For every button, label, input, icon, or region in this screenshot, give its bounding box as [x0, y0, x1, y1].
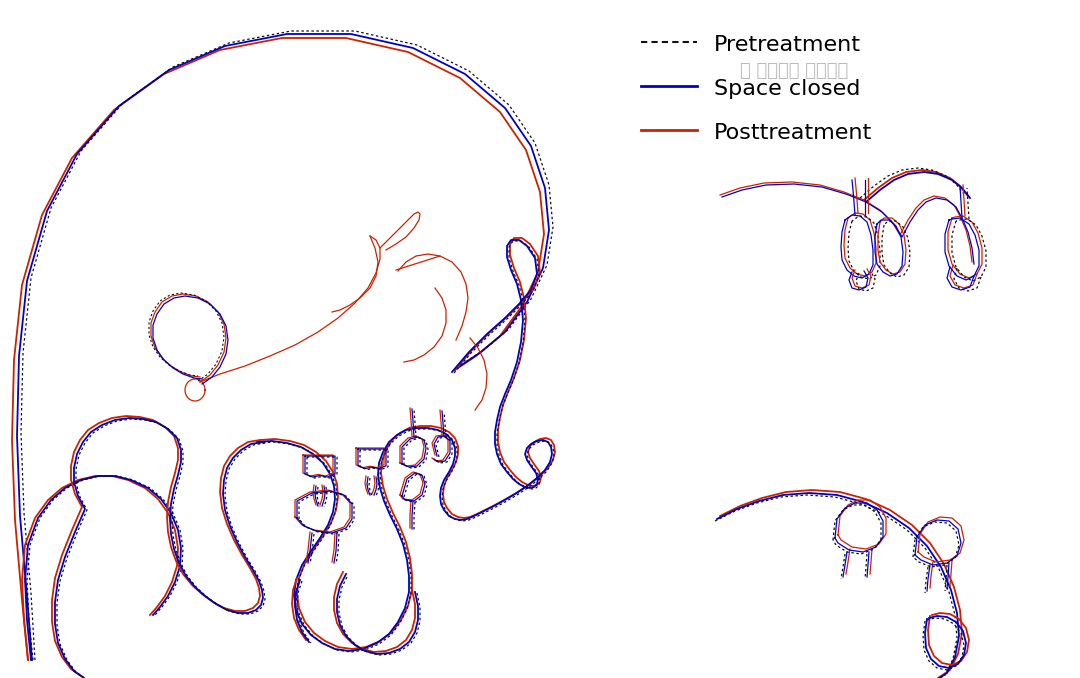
Text: 📱 公众号･ 樱唇贝齿: 📱 公众号･ 樱唇贝齿 — [740, 62, 848, 80]
Legend: Pretreatment, Space closed, Posttreatment: Pretreatment, Space closed, Posttreatmen… — [632, 24, 881, 152]
